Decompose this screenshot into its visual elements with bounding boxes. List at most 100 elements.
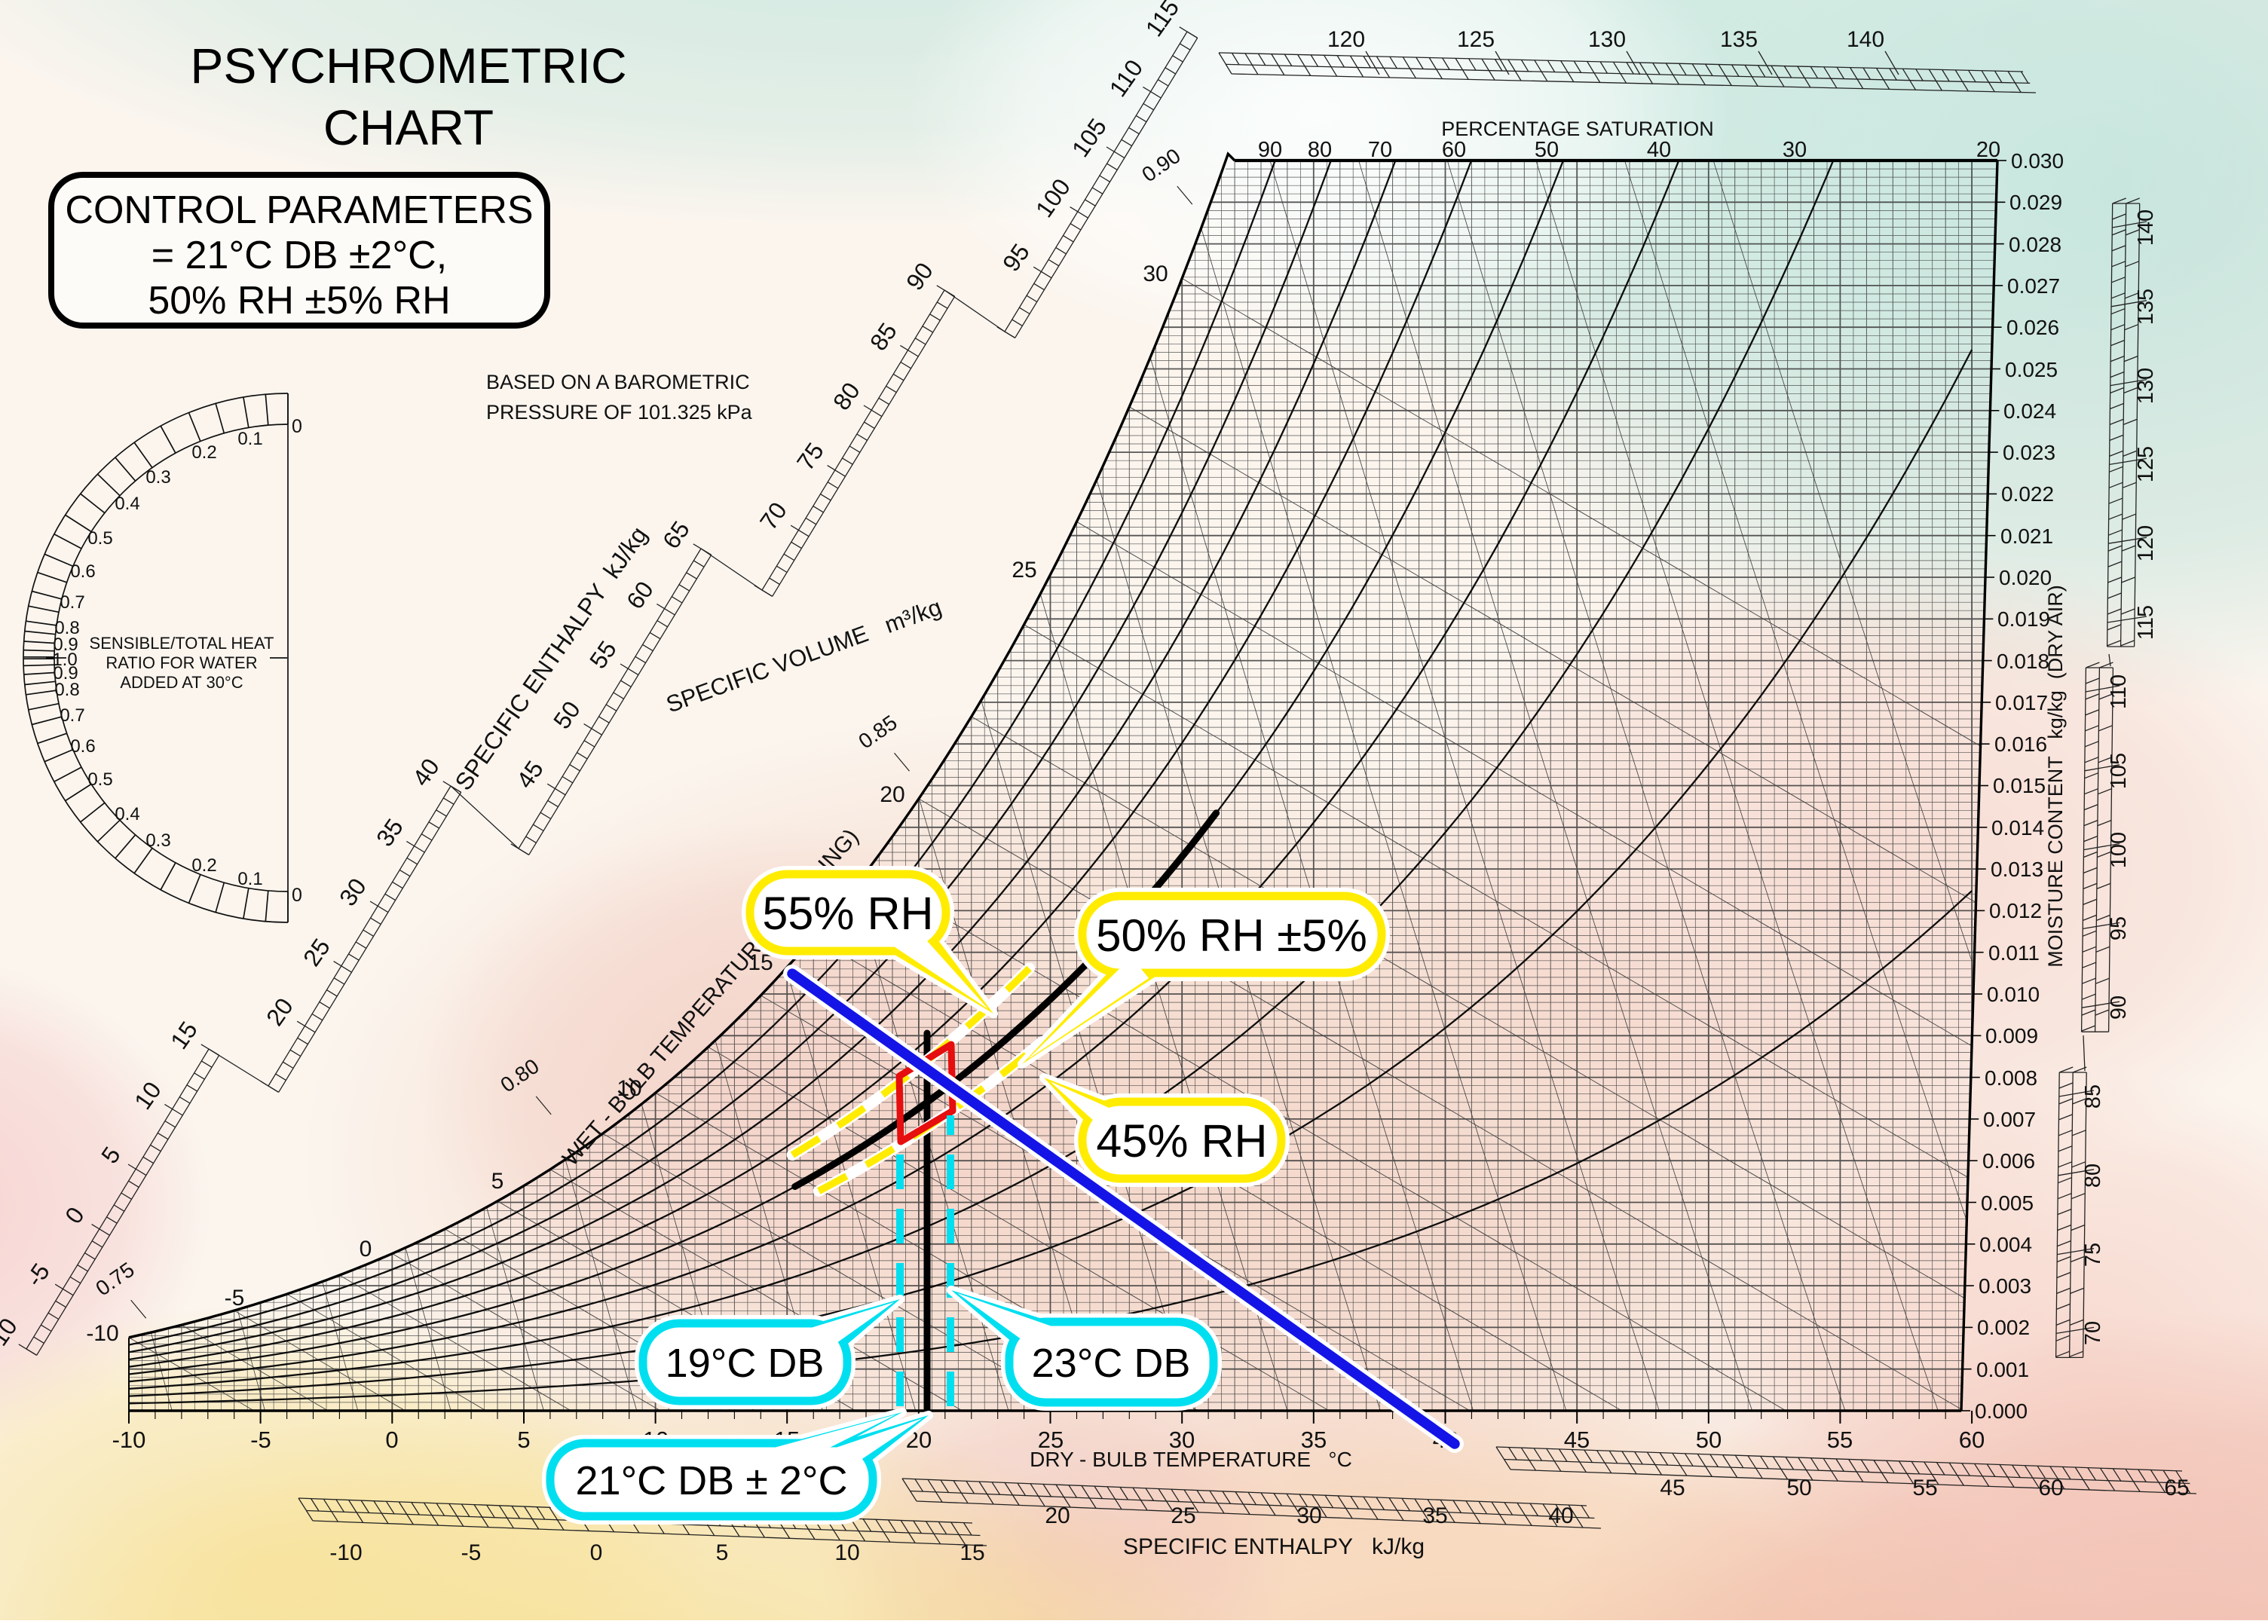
svg-text:0.003: 0.003 [1979,1274,2031,1298]
svg-text:0.009: 0.009 [1985,1024,2038,1047]
svg-text:10: 10 [834,1540,859,1565]
svg-text:0.5: 0.5 [87,528,112,549]
svg-text:90: 90 [2107,996,2131,1020]
svg-text:0.007: 0.007 [1983,1108,2036,1131]
svg-text:0: 0 [590,1540,603,1565]
svg-text:-5: -5 [461,1540,482,1565]
svg-text:0: 0 [292,416,302,437]
svg-text:0.018: 0.018 [1997,650,2049,673]
svg-text:-10: -10 [329,1540,362,1565]
svg-text:0.4: 0.4 [115,804,139,824]
svg-text:0.005: 0.005 [1981,1191,2034,1215]
svg-text:105: 105 [2107,753,2131,789]
svg-text:60: 60 [1959,1427,1985,1453]
svg-text:75: 75 [2081,1243,2105,1267]
svg-text:70: 70 [1368,138,1392,162]
svg-text:130: 130 [2134,368,2158,404]
svg-text:0.016: 0.016 [1994,732,2047,756]
svg-text:90: 90 [1258,138,1282,162]
svg-text:0.021: 0.021 [2000,525,2053,548]
svg-text:0.7: 0.7 [60,592,84,613]
svg-text:125: 125 [2134,446,2158,482]
svg-text:0.024: 0.024 [2003,399,2056,423]
svg-text:45: 45 [1660,1476,1685,1500]
svg-text:BASED ON A BAROMETRIC: BASED ON A BAROMETRIC [486,371,750,393]
svg-text:0.027: 0.027 [2007,274,2060,298]
svg-text:30: 30 [1143,261,1168,286]
svg-text:120: 120 [1327,27,1365,52]
svg-text:0.012: 0.012 [1989,899,2042,922]
svg-text:45: 45 [1564,1427,1590,1453]
svg-text:DRY - BULB TEMPERATURE °C: DRY - BULB TEMPERATURE °C [1030,1448,1352,1471]
svg-text:30: 30 [1783,138,1807,162]
svg-text:0.029: 0.029 [2009,191,2062,214]
svg-text:10: 10 [617,1076,641,1101]
svg-text:0.004: 0.004 [1979,1233,2032,1256]
svg-text:0.3: 0.3 [145,467,170,488]
svg-text:25: 25 [1012,558,1036,583]
svg-text:30: 30 [1169,1427,1195,1453]
svg-text:70: 70 [2081,1321,2105,1345]
svg-text:135: 135 [1720,27,1758,52]
svg-text:19°C DB: 19°C DB [666,1341,825,1386]
svg-text:-10: -10 [86,1321,118,1346]
svg-text:60: 60 [2038,1476,2063,1500]
svg-text:0: 0 [385,1427,398,1453]
svg-text:35: 35 [1301,1427,1327,1453]
svg-text:60: 60 [1442,138,1466,162]
svg-text:50: 50 [1786,1476,1811,1500]
svg-text:0.025: 0.025 [2005,358,2058,381]
svg-text:0.006: 0.006 [1982,1149,2035,1173]
svg-text:0.3: 0.3 [145,830,170,851]
svg-text:140: 140 [2134,209,2158,246]
svg-text:0.011: 0.011 [1988,941,2040,965]
svg-text:140: 140 [1847,27,1884,52]
svg-text:0.5: 0.5 [87,769,112,790]
svg-text:0.023: 0.023 [2003,441,2055,464]
svg-text:SPECIFIC ENTHALPY kJ/kg: SPECIFIC ENTHALPY kJ/kg [1123,1534,1425,1559]
svg-text:21°C DB ± 2°C: 21°C DB ± 2°C [576,1458,848,1503]
svg-text:0.015: 0.015 [1993,774,2046,797]
svg-text:-10: -10 [112,1427,146,1453]
svg-text:120: 120 [2134,525,2158,561]
svg-text:55: 55 [1827,1427,1853,1453]
svg-text:50% RH ±5%: 50% RH ±5% [1096,910,1367,961]
svg-text:-5: -5 [225,1286,245,1311]
svg-text:5: 5 [491,1169,504,1194]
svg-text:CHART: CHART [323,99,494,155]
svg-text:25: 25 [1038,1427,1064,1453]
svg-text:0.000: 0.000 [1975,1399,2028,1423]
svg-text:0.014: 0.014 [1991,816,2044,840]
svg-text:0.1: 0.1 [237,429,262,449]
svg-text:0.1: 0.1 [237,869,262,889]
svg-text:40: 40 [1548,1503,1573,1528]
svg-text:0.026: 0.026 [2006,316,2059,339]
svg-text:0.002: 0.002 [1977,1316,2030,1339]
svg-text:0.6: 0.6 [70,561,95,582]
svg-text:100: 100 [2107,832,2131,868]
svg-text:30: 30 [1296,1503,1321,1528]
svg-text:PSYCHROMETRIC: PSYCHROMETRIC [190,38,626,93]
svg-text:0.010: 0.010 [1987,983,2040,1006]
svg-text:0.008: 0.008 [1985,1066,2037,1090]
svg-text:SENSIBLE/TOTAL HEAT: SENSIBLE/TOTAL HEAT [90,634,274,653]
svg-text:20: 20 [1976,138,2000,162]
svg-text:125: 125 [1457,27,1495,52]
svg-text:50: 50 [1535,138,1559,162]
svg-text:80: 80 [2081,1164,2105,1188]
svg-text:25: 25 [1171,1503,1195,1528]
svg-text:135: 135 [2134,289,2158,325]
svg-text:0.001: 0.001 [1976,1358,2029,1381]
svg-text:85: 85 [2081,1084,2105,1109]
svg-text:0: 0 [360,1237,372,1262]
svg-text:23°C DB: 23°C DB [1032,1341,1191,1386]
svg-text:0.8: 0.8 [54,618,79,638]
svg-text:ADDED AT 30°C: ADDED AT 30°C [120,673,243,692]
svg-text:0.017: 0.017 [1995,691,2048,714]
svg-text:PERCENTAGE SATURATION: PERCENTAGE SATURATION [1441,118,1714,140]
svg-text:0.2: 0.2 [191,855,216,876]
svg-text:1.0: 1.0 [52,650,77,670]
svg-text:45% RH: 45% RH [1096,1115,1267,1167]
svg-text:0.7: 0.7 [60,705,84,726]
svg-text:0: 0 [292,885,302,906]
